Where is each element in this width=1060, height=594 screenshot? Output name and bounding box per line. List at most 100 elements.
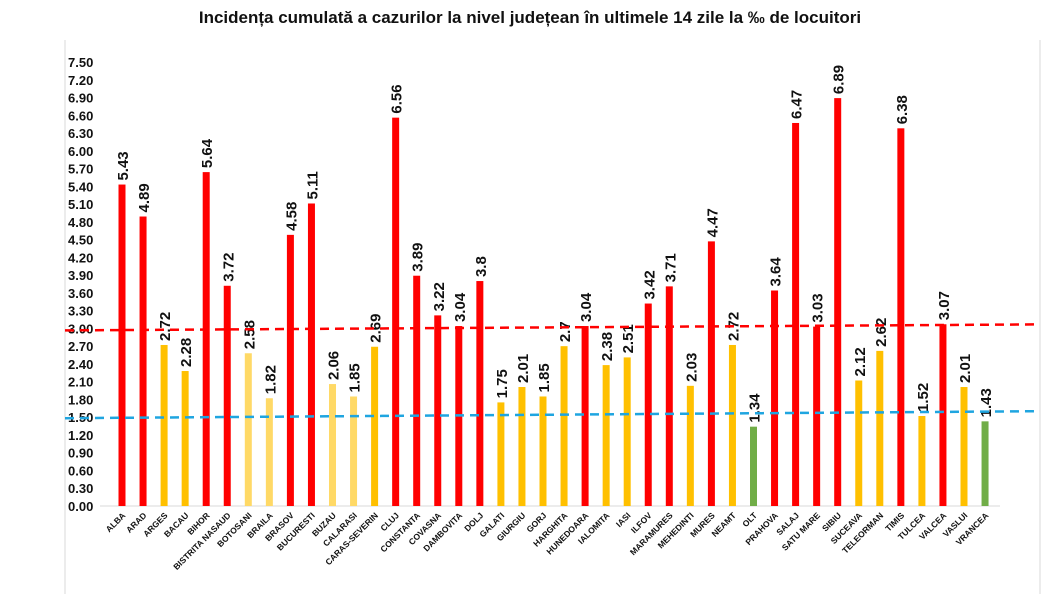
y-tick-label: 4.20 [68,250,93,265]
reference-line-red [64,323,1041,332]
bar-satu-mare [813,326,821,506]
x-tick-label: ALBA [104,510,128,534]
bar-vaslui [960,387,968,506]
bar-timis [897,128,905,506]
bar-sibiu [834,98,842,506]
bar-calarasi [350,396,358,506]
data-label: 4.47 [704,208,721,237]
y-tick-label: 0.90 [68,446,93,461]
data-label: 4.89 [136,183,153,212]
bar-constanta [413,275,421,506]
bar-bistrita-nasaud [223,285,231,506]
bar-mures [707,241,715,506]
y-tick-label: 5.40 [68,179,93,194]
y-tick-label: 6.30 [68,126,93,141]
data-label: 2.58 [241,320,258,349]
bar-covasna [434,315,442,506]
y-tick-label: 0.30 [68,481,93,496]
data-label: 2.7 [557,321,574,342]
data-label: 2.01 [957,354,974,383]
bar-ialomita [602,365,610,506]
bar-teleorman [876,350,884,506]
bar-arad [139,216,147,506]
data-label: 3.72 [220,253,237,282]
data-label: 1.34 [747,393,764,423]
bar-olt [750,426,757,506]
y-tick-label: 1.20 [68,428,93,443]
data-label: 3.03 [810,293,827,322]
data-label: 6.89 [831,65,848,94]
bar-arges [160,344,168,506]
y-tick-label: 6.00 [68,144,93,159]
data-label: 3.22 [431,282,448,311]
data-label: 3.71 [662,253,679,282]
y-tick-label: 2.40 [68,357,93,372]
data-label: 2.28 [178,338,195,367]
data-label: 6.56 [389,84,406,113]
data-label: 3.89 [410,243,427,272]
y-tick-label: 5.10 [68,197,93,212]
data-label: 1.43 [978,388,995,417]
bar-brasov [286,234,294,506]
data-label: 2.38 [599,332,616,361]
data-label: 6.47 [789,90,806,119]
bar-buzau [329,384,336,506]
bar-maramures [665,286,673,506]
bar-giurgiu [518,387,526,506]
data-label: 3.8 [473,256,490,277]
data-label: 2.06 [326,351,343,380]
y-tick-label: 2.70 [68,339,93,354]
bar-braila [265,398,273,506]
data-label: 2.03 [683,353,700,382]
y-tick-label: 7.20 [68,73,93,88]
y-tick-label: 3.60 [68,286,93,301]
bar-gorj [539,396,547,506]
data-label: 3.07 [936,291,953,320]
bar-botosani [244,353,252,506]
data-label: 5.43 [115,151,132,180]
y-tick-label: 3.00 [68,321,93,336]
bar-prahova [771,290,779,506]
data-label: 5.11 [304,171,321,199]
y-tick-label: 6.90 [68,91,93,106]
bar-neamt [728,344,736,506]
data-label: 2.01 [515,354,532,383]
bar-valcea [939,324,947,506]
data-label: 1.75 [494,369,511,398]
y-tick-label: 7.50 [68,55,93,70]
bar-alba [118,184,126,506]
y-tick-label: 0.00 [68,499,93,514]
data-label: 2.72 [157,312,174,341]
bar-ilfov [644,303,652,506]
data-label: 1.52 [915,383,932,412]
bar-mehedinti [686,385,694,506]
bar-suceava [855,380,863,506]
bar-cluj [392,117,400,506]
data-label: 1.82 [262,365,279,394]
reference-line-blue [64,409,1041,420]
y-tick-label: 3.30 [68,304,93,319]
data-label: 5.64 [199,138,216,168]
bar-bacau [181,371,189,506]
bar-dolj [476,281,484,506]
data-label: 2.51 [620,324,637,353]
bar-caras-severin [371,346,379,506]
y-tick-label: 0.60 [68,463,93,478]
bar-bucuresti [307,203,315,506]
y-tick-label: 4.50 [68,233,93,248]
y-tick-label: 4.80 [68,215,93,230]
x-tick-label: NEAMT [709,510,738,539]
bar-harghita [560,346,568,506]
y-tick-label: 6.60 [68,108,93,123]
data-label: 2.62 [873,318,890,347]
y-tick-label: 3.90 [68,268,93,283]
data-label: 1.85 [536,363,553,392]
bar-vrancea [981,421,989,506]
data-label: 1.85 [347,363,364,392]
bar-tulcea [918,416,926,506]
data-label: 4.58 [283,202,300,231]
y-tick-label: 5.70 [68,162,93,177]
data-label: 2.12 [852,347,869,376]
